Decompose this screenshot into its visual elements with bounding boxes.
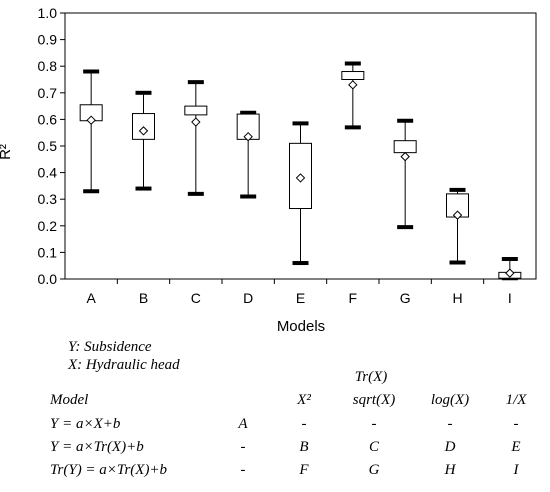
y-axis-ticks: 0.0 0.1 0.2 0.3 0.4 0.5 0.6 0.7 0.8 0.9 1.0: [38, 5, 65, 287]
y-tick-label: 0.1: [38, 244, 58, 260]
table-row-2-cell-1: -: [240, 439, 246, 455]
mean-marker: [452, 210, 463, 220]
mean-marker: [86, 115, 96, 125]
x-tick-label: C: [191, 290, 201, 306]
table-row-3-cell-5: I: [513, 462, 519, 478]
y-tick-label: 0.0: [38, 271, 58, 287]
box-f: [341, 61, 365, 130]
table-row-1-cell-1: A: [238, 416, 248, 432]
mean-marker: [138, 126, 149, 136]
mean-marker: [348, 80, 358, 90]
y-tick-label: 0.3: [38, 191, 58, 207]
box-i: [498, 257, 522, 281]
x-axis-title: Models: [277, 318, 325, 335]
mean-marker: [295, 173, 306, 183]
y-tick-label: 0.8: [38, 58, 58, 74]
y-tick-label: 0.7: [38, 85, 58, 101]
table-row-2-label: Y = a×Tr(X)+b: [50, 439, 144, 455]
legend-y-definition: Y: Subsidence: [68, 339, 152, 355]
table-row-3-cell-4: H: [444, 462, 456, 478]
table-row-3-cell-3: G: [368, 462, 380, 478]
table-row-3-label: Tr(Y) = a×Tr(X)+b: [50, 462, 168, 478]
box-iqr: [184, 105, 208, 116]
box-h: [446, 187, 469, 265]
x-tick-label: G: [400, 290, 411, 306]
table-row-3-cell-1: -: [240, 462, 246, 478]
table-row-2-cell-4: D: [444, 439, 456, 455]
box-e: [289, 121, 312, 266]
y-tick-label: 0.6: [38, 111, 58, 127]
mean-marker: [400, 151, 410, 162]
table-row-2-cell-2: B: [299, 439, 309, 455]
y-tick-label: 0.5: [38, 138, 58, 154]
table-header-model: Model: [50, 392, 89, 408]
mean-marker: [243, 131, 253, 142]
table-row-1-cell-5: -: [513, 416, 519, 432]
table-row-2-cell-5: E: [511, 439, 521, 455]
box-c: [184, 80, 208, 196]
box-iqr: [393, 140, 417, 154]
x-tick-label: H: [452, 290, 462, 306]
mean-marker: [505, 268, 515, 278]
legend-x-definition: X: Hydraulic head: [68, 357, 180, 373]
box-a: [79, 69, 103, 194]
y-tick-label: 1.0: [38, 5, 58, 21]
table-header-inverse: 1/X: [505, 392, 527, 408]
table-row-3-cell-2: F: [299, 462, 309, 478]
mean-marker: [191, 117, 201, 127]
x-tick-label: E: [296, 290, 305, 306]
table-header-sqrt: sqrt(X): [352, 392, 396, 408]
table-row-1-cell-2: -: [301, 416, 307, 432]
y-axis-title: R²: [0, 144, 14, 160]
y-tick-label: 0.2: [38, 218, 58, 234]
y-tick-label: 0.4: [38, 165, 58, 181]
table-group-header: Tr(X): [354, 369, 388, 385]
box-b: [132, 90, 155, 191]
table-row-1-cell-3: -: [371, 416, 377, 432]
box-iqr: [341, 71, 365, 80]
box-plot-chart: 0.0 0.1 0.2 0.3 0.4 0.5 0.6 0.7 0.8 0.9 1.0 A B C D E F…: [0, 5, 537, 335]
x-axis-ticks: A B C D E F G H I: [86, 279, 512, 306]
x-tick-label: D: [243, 290, 253, 306]
table-row-1-label: Y = a×X+b: [50, 416, 121, 432]
x-tick-label: I: [508, 290, 512, 306]
table-row-2-cell-3: C: [368, 439, 380, 455]
x-tick-label: B: [139, 290, 148, 306]
table-row-1-cell-4: -: [447, 416, 453, 432]
table-header-log: log(X): [430, 392, 470, 408]
box-d: [236, 110, 260, 199]
x-tick-label: A: [86, 290, 96, 306]
box-series: [79, 61, 522, 281]
x-tick-label: F: [349, 290, 358, 306]
box-g: [393, 118, 417, 230]
y-tick-label: 0.9: [38, 32, 58, 48]
table-header-x2: X²: [297, 392, 311, 408]
